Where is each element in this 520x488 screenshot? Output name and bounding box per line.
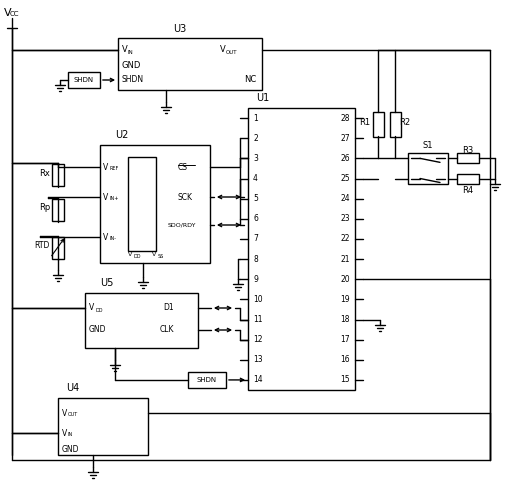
Text: 28: 28 [341, 114, 350, 122]
Bar [52, 237, 64, 259]
Text: V: V [220, 45, 226, 55]
Text: GND: GND [122, 61, 141, 69]
Text: SHDN: SHDN [122, 76, 144, 84]
Text: 24: 24 [341, 194, 350, 203]
Text: 3: 3 [253, 154, 258, 163]
Text: 4: 4 [253, 174, 258, 183]
Text: R2: R2 [399, 118, 410, 127]
Bar [85, 293, 198, 348]
Text: V: V [89, 304, 94, 312]
Text: 27: 27 [341, 134, 350, 142]
Bar [248, 108, 355, 390]
Text: U5: U5 [100, 278, 114, 288]
Text: IN: IN [68, 432, 73, 438]
Text: V: V [152, 252, 156, 258]
Text: CC: CC [10, 11, 20, 17]
Text: 6: 6 [253, 214, 258, 224]
Bar [457, 153, 479, 163]
Text: 2: 2 [253, 134, 258, 142]
Text: SS: SS [158, 255, 164, 260]
Text: V: V [128, 252, 132, 258]
Bar [52, 199, 64, 221]
Text: 15: 15 [341, 375, 350, 385]
Bar [389, 112, 400, 137]
Bar [128, 157, 156, 251]
Text: V: V [103, 192, 108, 202]
Text: 13: 13 [253, 355, 263, 364]
Text: 18: 18 [341, 315, 350, 324]
Text: U4: U4 [67, 383, 80, 393]
Text: 11: 11 [253, 315, 263, 324]
Bar [457, 174, 479, 183]
Text: 7: 7 [253, 234, 258, 244]
Text: 21: 21 [341, 255, 350, 264]
Text: R1: R1 [359, 118, 370, 127]
Text: V: V [62, 428, 67, 438]
Text: SCK: SCK [178, 192, 193, 202]
Bar [52, 164, 64, 186]
Text: U2: U2 [115, 130, 128, 140]
Text: Rx: Rx [39, 168, 50, 178]
Text: 14: 14 [253, 375, 263, 385]
Text: SHDN: SHDN [74, 77, 94, 83]
Text: 19: 19 [341, 295, 350, 304]
Text: V: V [103, 232, 108, 242]
Text: 22: 22 [341, 234, 350, 244]
Text: IN: IN [128, 49, 134, 55]
Text: RTD: RTD [35, 242, 50, 250]
Text: 8: 8 [253, 255, 258, 264]
Bar [188, 372, 226, 388]
Text: S1: S1 [423, 142, 433, 150]
Bar [372, 112, 384, 137]
Text: IN+: IN+ [109, 197, 119, 202]
Text: V: V [4, 8, 11, 18]
Text: U1: U1 [256, 93, 270, 103]
Text: 10: 10 [253, 295, 263, 304]
Text: 16: 16 [341, 355, 350, 364]
Text: V: V [122, 45, 128, 55]
Text: 23: 23 [341, 214, 350, 224]
Text: R4: R4 [462, 186, 474, 195]
Text: 12: 12 [253, 335, 263, 344]
Bar [118, 38, 262, 90]
Text: SHDN: SHDN [197, 377, 217, 383]
Text: GND: GND [62, 446, 80, 454]
Text: 25: 25 [341, 174, 350, 183]
Text: REF: REF [109, 166, 118, 171]
Bar [408, 153, 448, 183]
Text: Rp: Rp [39, 203, 50, 212]
Text: V: V [62, 408, 67, 418]
Text: OUT: OUT [68, 412, 78, 418]
Text: 20: 20 [341, 275, 350, 284]
Text: CS: CS [178, 163, 188, 171]
Text: SDO/RDY: SDO/RDY [168, 223, 197, 227]
Text: GND: GND [89, 325, 107, 334]
Bar [100, 145, 210, 263]
Text: U3: U3 [173, 24, 187, 34]
Text: 9: 9 [253, 275, 258, 284]
Text: D1: D1 [163, 304, 174, 312]
Text: OUT: OUT [226, 49, 238, 55]
Bar [68, 72, 100, 88]
Text: 5: 5 [253, 194, 258, 203]
Text: IN-: IN- [109, 237, 116, 242]
Text: V: V [103, 163, 108, 171]
Text: NC: NC [244, 76, 256, 84]
Text: R3: R3 [462, 146, 474, 155]
Text: 26: 26 [341, 154, 350, 163]
Text: 1: 1 [253, 114, 258, 122]
Text: DD: DD [95, 307, 102, 312]
Text: 17: 17 [341, 335, 350, 344]
Text: CLK: CLK [160, 325, 175, 334]
Bar [58, 398, 148, 455]
Text: DD: DD [134, 255, 141, 260]
